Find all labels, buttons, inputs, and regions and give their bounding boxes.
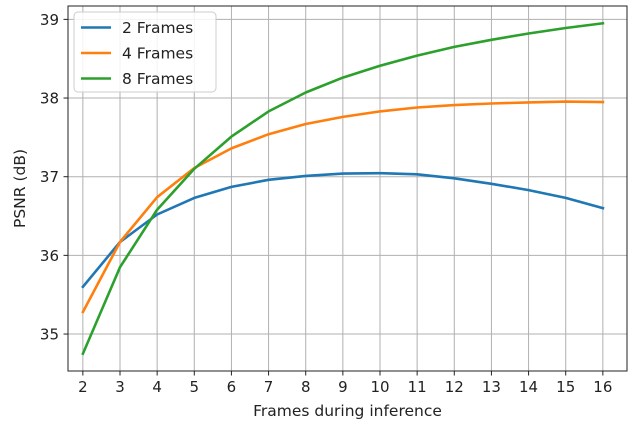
x-tick-label: 15 xyxy=(556,378,575,396)
series-line xyxy=(81,100,605,314)
x-tick-label: 5 xyxy=(190,378,200,396)
x-axis: 2 3 4 5 6 7 8 9 10 11 12 13 14 15 16 xyxy=(78,371,612,396)
x-tick-label: 6 xyxy=(227,378,237,396)
x-tick-label: 8 xyxy=(301,378,311,396)
series-lines xyxy=(81,21,605,356)
x-tick-label: 10 xyxy=(370,378,389,396)
y-axis-label: PSNR (dB) xyxy=(11,149,29,228)
legend: 2 Frames 4 Frames 8 Frames xyxy=(73,11,217,93)
series-line xyxy=(81,21,605,356)
series-line xyxy=(81,171,605,289)
y-tick-label: 39 xyxy=(40,11,59,29)
x-tick-label: 9 xyxy=(338,378,348,396)
y-tick-label: 38 xyxy=(40,90,59,108)
plot-area-frame xyxy=(67,5,628,372)
legend-box xyxy=(73,11,217,93)
y-axis: 35 36 37 38 39 xyxy=(40,11,68,344)
x-tick-label: 12 xyxy=(445,378,464,396)
y-tick-label: 35 xyxy=(40,326,59,344)
x-tick-label: 3 xyxy=(115,378,125,396)
legend-label: 4 Frames xyxy=(122,45,193,63)
x-tick-label: 7 xyxy=(264,378,274,396)
x-axis-label: Frames during inference xyxy=(253,402,442,420)
legend-label: 2 Frames xyxy=(122,19,193,37)
x-tick-label: 2 xyxy=(78,378,88,396)
grid xyxy=(68,6,627,371)
x-tick-label: 11 xyxy=(408,378,427,396)
y-tick-label: 37 xyxy=(40,168,59,186)
y-tick-label: 36 xyxy=(40,247,59,265)
x-tick-label: 4 xyxy=(152,378,162,396)
x-tick-label: 16 xyxy=(593,378,612,396)
legend-label: 8 Frames xyxy=(122,70,193,88)
x-tick-label: 14 xyxy=(519,378,538,396)
x-tick-label: 13 xyxy=(482,378,501,396)
